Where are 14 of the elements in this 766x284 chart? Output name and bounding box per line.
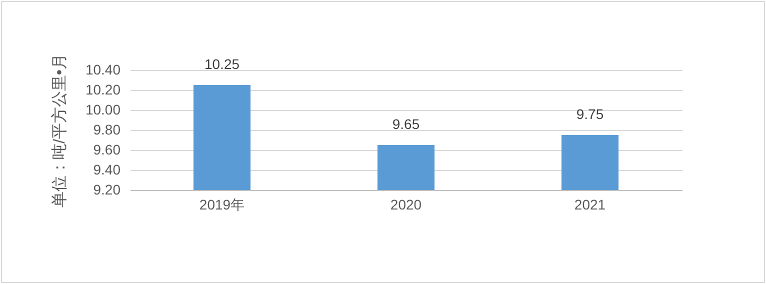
- y-tick-label: 10.20: [85, 82, 121, 98]
- y-tick-label: 9.40: [93, 162, 121, 178]
- x-tick-label: 2021: [574, 196, 606, 212]
- y-axis-title: 单位：吨/平方公里•月: [50, 53, 68, 208]
- data-label: 9.65: [392, 116, 420, 132]
- y-tick-label: 10.00: [85, 102, 121, 118]
- y-tick-label: 10.40: [85, 62, 121, 78]
- y-tick-label: 9.60: [93, 142, 121, 158]
- y-tick-label: 9.20: [93, 182, 121, 198]
- data-label: 10.25: [204, 56, 240, 72]
- data-label: 9.75: [576, 106, 604, 122]
- x-tick-label: 2019年: [199, 196, 245, 212]
- y-tick-label: 9.80: [93, 122, 121, 138]
- x-tick-label: 2020: [390, 196, 422, 212]
